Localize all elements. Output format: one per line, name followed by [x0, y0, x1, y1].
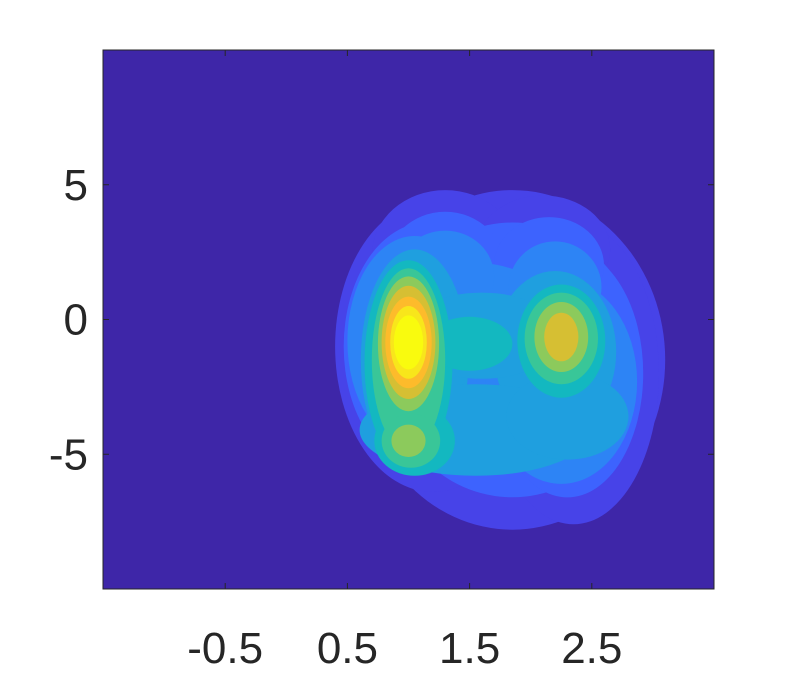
contour-band-11 — [393, 315, 424, 370]
x-tick-label: 0.5 — [317, 624, 378, 673]
contour-band-7 — [391, 424, 426, 457]
x-tick-label: -0.5 — [187, 624, 263, 673]
x-tick-label: 1.5 — [439, 624, 500, 673]
y-axis: 5 0 -5 — [49, 161, 88, 479]
contour-band-8 — [544, 312, 579, 362]
x-axis: -0.5 0.5 1.5 2.5 — [187, 624, 622, 673]
x-axis-ticks — [224, 50, 593, 589]
contour-band-4 — [506, 373, 629, 460]
x-tick-label: 2.5 — [561, 624, 622, 673]
y-tick-label: -5 — [49, 430, 88, 479]
contour-band-5 — [426, 316, 513, 371]
y-axis-ticks — [103, 184, 714, 455]
y-tick-label: 0 — [64, 296, 88, 345]
contour-fill — [335, 190, 666, 530]
y-tick-label: 5 — [64, 161, 88, 210]
plot-area — [102, 49, 715, 590]
